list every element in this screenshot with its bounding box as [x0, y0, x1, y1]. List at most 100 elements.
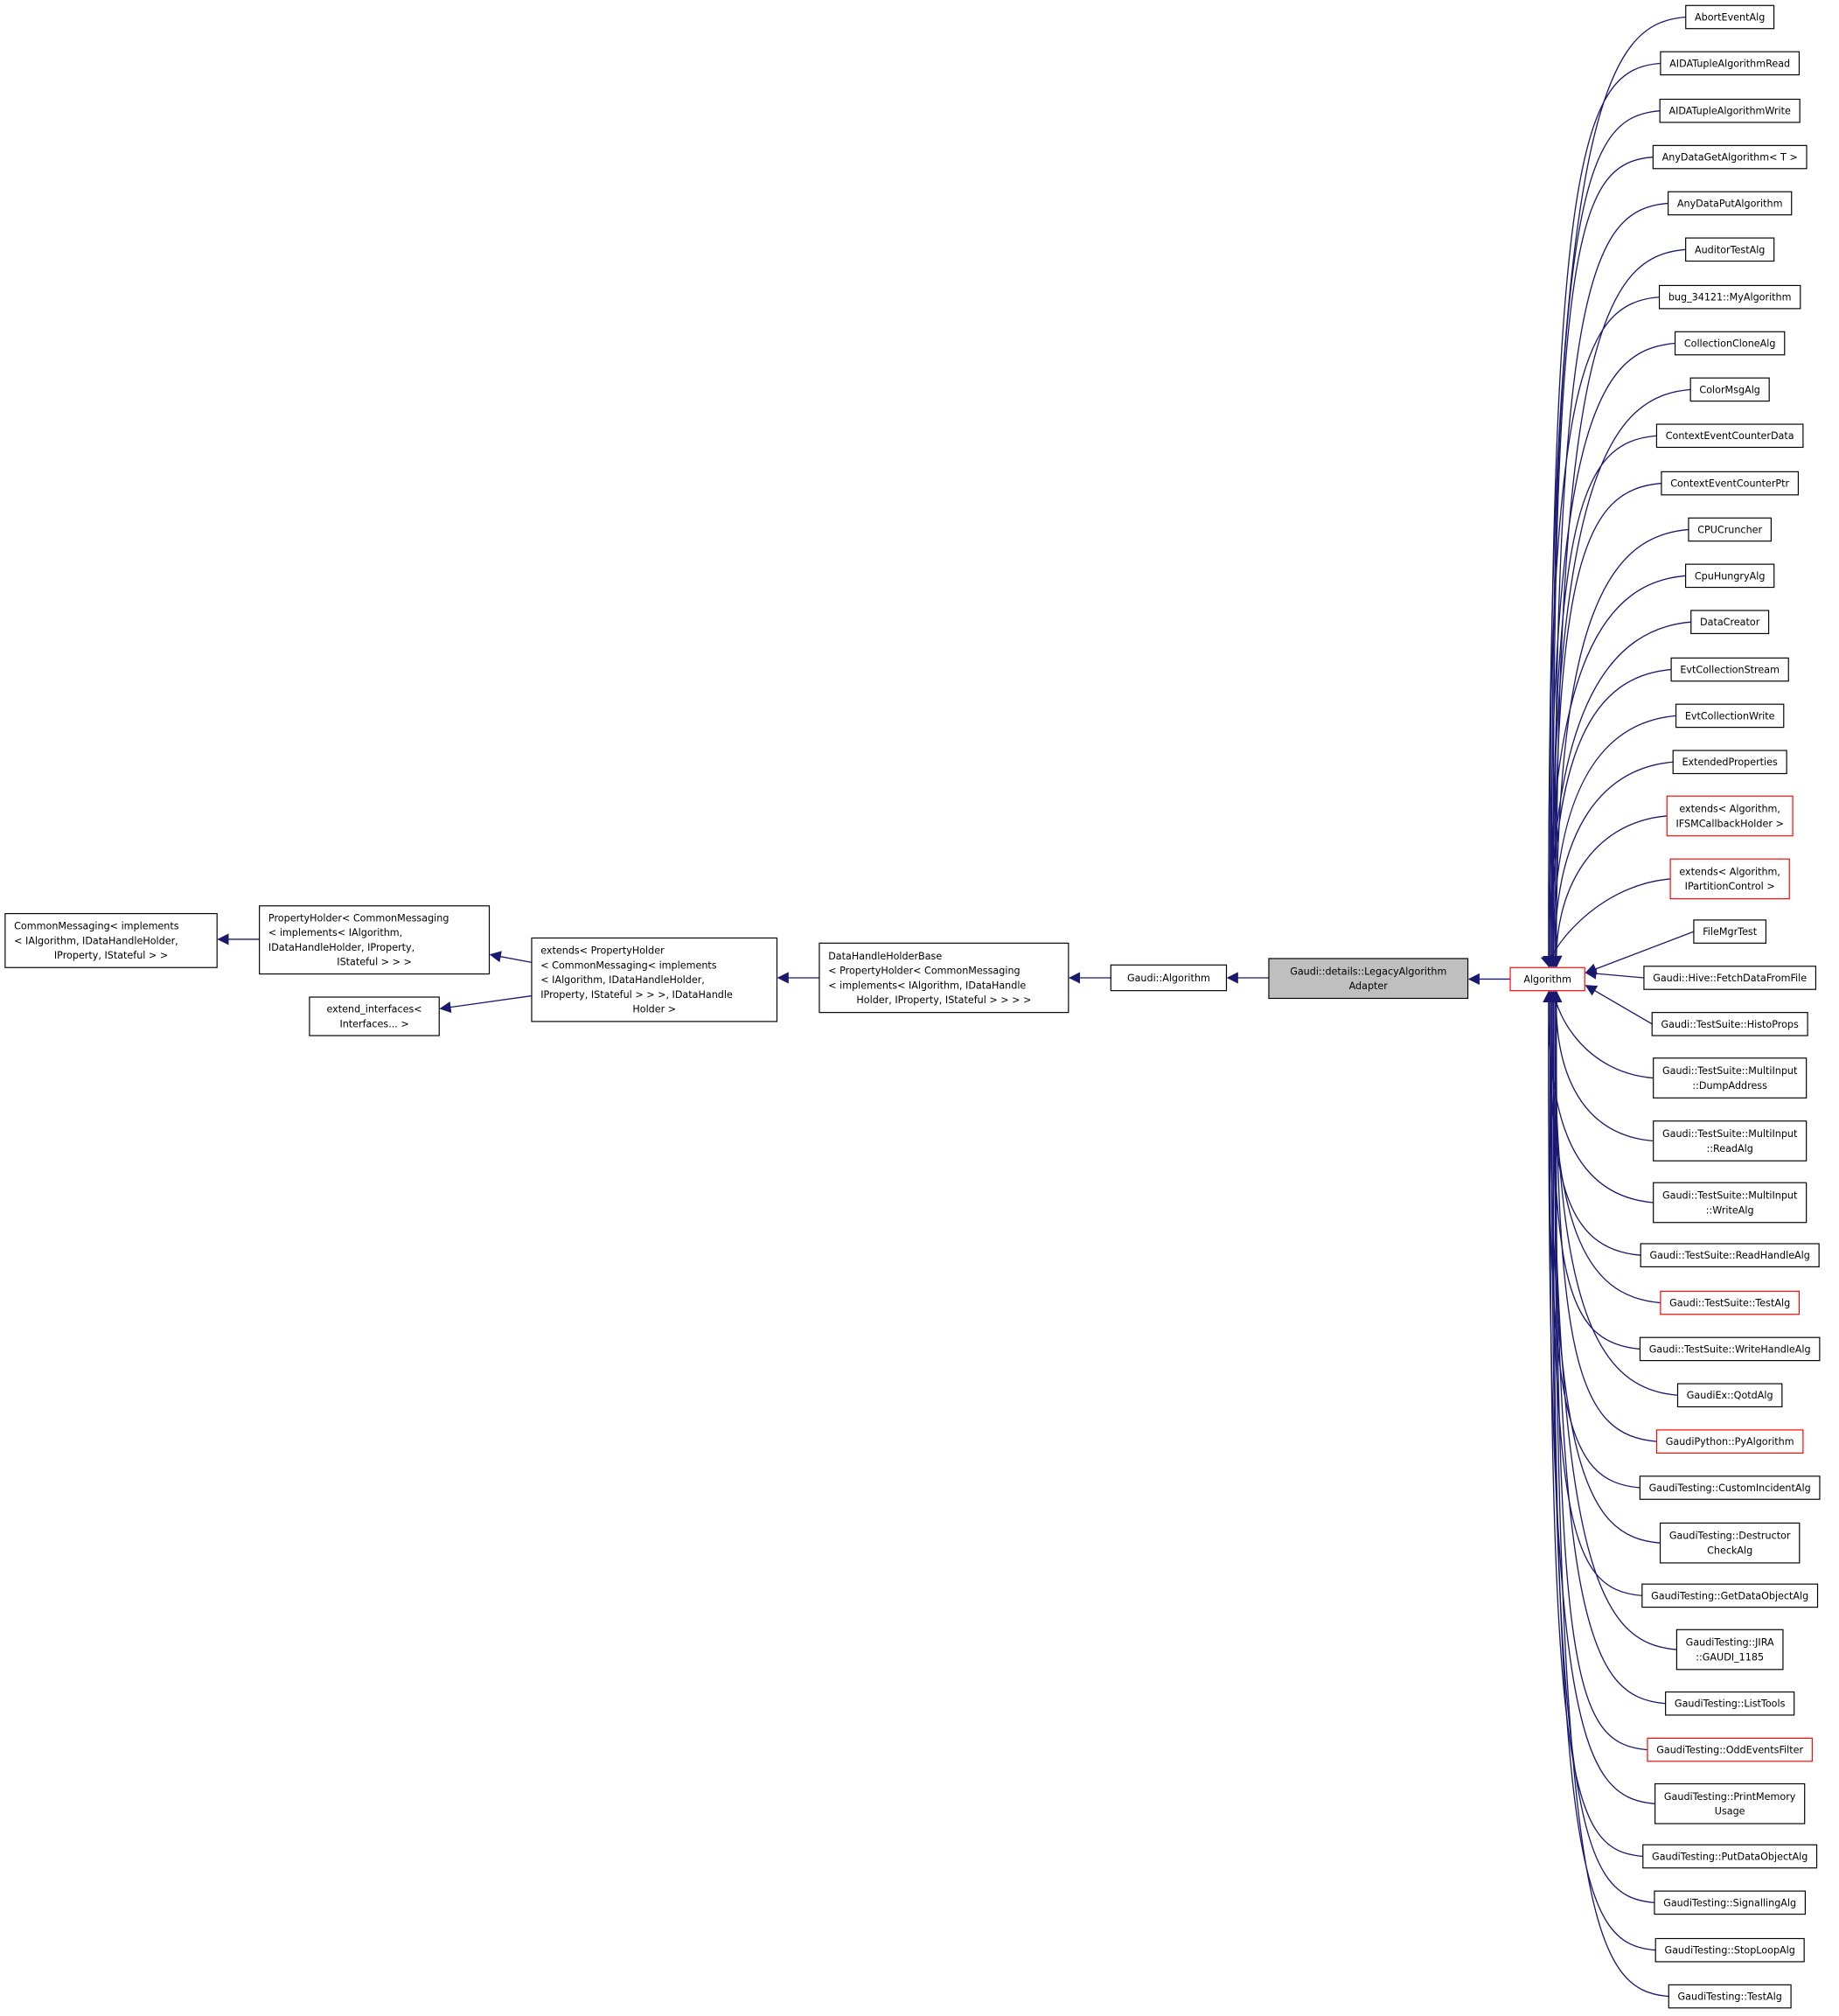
derived-node-label: CollectionCloneAlg — [1684, 338, 1776, 349]
derived-node[interactable]: GaudiTesting::PutDataObjectAlg — [1642, 1844, 1818, 1869]
derived-node[interactable]: GaudiEx::QotdAlg — [1676, 1383, 1783, 1408]
derived-node[interactable]: Gaudi::TestSuite::ReadHandleAlg — [1640, 1243, 1820, 1268]
derived-node[interactable]: CPUCruncher — [1688, 517, 1772, 542]
derived-node[interactable]: Gaudi::TestSuite::WriteHandleAlg — [1639, 1336, 1821, 1362]
derived-node-label: Gaudi::TestSuite::ReadHandleAlg — [1649, 1250, 1809, 1261]
derived-node[interactable]: EvtCollectionStream — [1670, 657, 1789, 682]
derived-node-label: GaudiTesting::ListTools — [1675, 1699, 1786, 1710]
derived-node[interactable]: extends< Algorithm, IFSMCallbackHolder > — [1666, 795, 1794, 837]
derived-node[interactable]: AnyDataGetAlgorithm< T > — [1652, 144, 1808, 170]
derived-node-box — [1655, 1429, 1804, 1454]
derived-node-label: Gaudi::TestSuite::TestAlg — [1669, 1298, 1790, 1309]
derived-node-label: Usage — [1715, 1806, 1745, 1817]
derived-node-box — [1685, 237, 1775, 262]
edge-to-algorithm — [1543, 990, 1655, 1804]
derived-node[interactable]: GaudiTesting::JIRA::GAUDI_1185 — [1675, 1629, 1784, 1671]
derived-node-box — [1674, 331, 1786, 356]
derived-node[interactable]: ColorMsgAlg — [1689, 377, 1770, 402]
node-extends-propertyholder-box — [531, 937, 778, 1022]
node-propertyholder[interactable]: PropertyHolder< CommonMessaging < impleme… — [259, 905, 491, 975]
edge-to-algorithm — [1547, 715, 1676, 968]
derived-node-label: Gaudi::TestSuite::MultiInput — [1662, 1190, 1798, 1202]
node-extends-propertyholder[interactable]: extends< PropertyHolder < CommonMessaging… — [531, 937, 778, 1022]
derived-node-box — [1670, 657, 1789, 682]
derived-node-label: AuditorTestAlg — [1695, 244, 1765, 255]
derived-node[interactable]: ContextEventCounterData — [1655, 423, 1804, 449]
derived-node[interactable]: Gaudi::TestSuite::HistoProps — [1651, 1012, 1808, 1036]
derived-node-box — [1658, 284, 1801, 310]
derived-node[interactable]: EvtCollectionWrite — [1675, 703, 1785, 729]
edge-to-algorithm — [1550, 528, 1689, 968]
node-legacy-algorithm-adapter-label: Adapter — [1349, 980, 1389, 992]
derived-node-box — [1660, 1290, 1801, 1315]
derived-node[interactable]: CpuHungryAlg — [1685, 563, 1775, 589]
edge-to-algorithm — [1545, 110, 1661, 968]
derived-node-label: AbortEventAlg — [1695, 11, 1765, 23]
derived-node[interactable]: GaudiTesting::GetDataObjectAlg — [1641, 1583, 1819, 1608]
derived-node[interactable]: GaudiTesting::OddEventsFilter — [1647, 1737, 1813, 1762]
derived-node-box — [1668, 191, 1793, 216]
edge-to-algorithm — [1545, 990, 1642, 1597]
derived-node-label: ::DumpAddress — [1692, 1080, 1767, 1092]
derived-node[interactable]: Gaudi::Hive::FetchDataFromFile — [1643, 966, 1816, 990]
node-extends-propertyholder-label: extends< PropertyHolder — [540, 945, 665, 957]
derived-node[interactable]: Gaudi::TestSuite::MultiInput::ReadAlg — [1653, 1120, 1808, 1161]
node-datahandleholderbase[interactable]: DataHandleHolderBase < PropertyHolder< Co… — [818, 942, 1069, 1014]
node-commonmessaging-label: < IAlgorithm, IDataHandleHolder, — [14, 935, 178, 946]
derived-node-label: GaudiTesting::Destructor — [1669, 1531, 1791, 1542]
derived-node[interactable]: GaudiPython::PyAlgorithm — [1655, 1429, 1804, 1454]
derived-node[interactable]: AuditorTestAlg — [1685, 237, 1775, 262]
derived-node[interactable]: CollectionCloneAlg — [1674, 331, 1786, 356]
node-gaudi-algorithm-label: Gaudi::Algorithm — [1127, 973, 1210, 984]
node-legacy-algorithm-adapter-box — [1268, 958, 1469, 1000]
derived-node[interactable]: AIDATupleAlgorithmRead — [1660, 51, 1801, 76]
derived-node[interactable]: bug_34121::MyAlgorithm — [1658, 284, 1801, 310]
derived-node-label: EvtCollectionWrite — [1685, 710, 1775, 722]
derived-node-label: GaudiTesting::CustomIncidentAlg — [1649, 1482, 1811, 1494]
derived-node[interactable]: AnyDataPutAlgorithm — [1668, 191, 1793, 216]
edge-to-algorithm — [1546, 990, 1654, 1079]
derived-node[interactable]: GaudiTesting::StopLoopAlg — [1654, 1937, 1805, 1963]
edge-to-algorithm — [1544, 990, 1661, 1544]
derived-node[interactable]: GaudiTesting::ListTools — [1665, 1691, 1795, 1716]
derived-node-box — [1655, 423, 1804, 449]
node-datahandleholderbase-box — [818, 942, 1069, 1014]
edge-to-algorithm — [1540, 878, 1671, 968]
derived-node[interactable]: ExtendedProperties — [1672, 750, 1787, 775]
node-algorithm-box — [1509, 966, 1585, 992]
derived-node[interactable]: Gaudi::TestSuite::MultiInput::WriteAlg — [1653, 1182, 1808, 1224]
derived-node[interactable]: GaudiTesting::TestAlg — [1668, 1984, 1792, 2009]
derived-node[interactable]: extends< Algorithm, IPartitionControl > — [1669, 858, 1790, 900]
edge-to-algorithm — [1585, 985, 1653, 1025]
derived-node[interactable]: ContextEventCounterPtr — [1661, 471, 1800, 496]
derived-node-label: CPUCruncher — [1697, 524, 1762, 535]
derived-node[interactable]: AbortEventAlg — [1685, 4, 1775, 30]
derived-node-label: GaudiTesting::StopLoopAlg — [1664, 1945, 1794, 1957]
derived-node-label: extends< Algorithm, — [1679, 804, 1780, 815]
derived-node-label: GaudiTesting::OddEventsFilter — [1656, 1745, 1803, 1756]
edge-extends-to-extend-interfaces — [439, 994, 533, 1014]
derived-node-box — [1643, 966, 1816, 990]
derived-node[interactable]: FileMgrTest — [1693, 919, 1767, 944]
node-commonmessaging[interactable]: CommonMessaging< implements < IAlgorithm,… — [4, 912, 218, 968]
node-gaudi-algorithm[interactable]: Gaudi::Algorithm — [1110, 964, 1228, 992]
derived-node-label: extends< Algorithm, — [1679, 867, 1780, 878]
derived-node[interactable]: GaudiTesting::SignallingAlg — [1654, 1890, 1806, 1915]
node-extend-interfaces[interactable]: extend_interfaces< Interfaces... > — [309, 996, 440, 1036]
derived-node[interactable]: DataCreator — [1690, 610, 1770, 634]
node-propertyholder-box — [259, 905, 491, 975]
edge-to-algorithm — [1550, 248, 1686, 968]
derived-node-box — [1653, 1120, 1808, 1161]
derived-node[interactable]: Gaudi::TestSuite::TestAlg — [1660, 1290, 1801, 1315]
node-legacy-algorithm-adapter-label: Gaudi::details::LegacyAlgorithm — [1290, 966, 1446, 977]
node-algorithm[interactable]: Algorithm — [1509, 966, 1585, 992]
derived-node-box — [1675, 703, 1785, 729]
derived-node[interactable]: AIDATupleAlgorithmWrite — [1659, 98, 1801, 123]
derived-node[interactable]: Gaudi::TestSuite::MultiInput::DumpAddres… — [1653, 1057, 1808, 1099]
derived-node[interactable]: GaudiTesting::CustomIncidentAlg — [1639, 1475, 1821, 1500]
derived-node-box — [1640, 1243, 1820, 1268]
